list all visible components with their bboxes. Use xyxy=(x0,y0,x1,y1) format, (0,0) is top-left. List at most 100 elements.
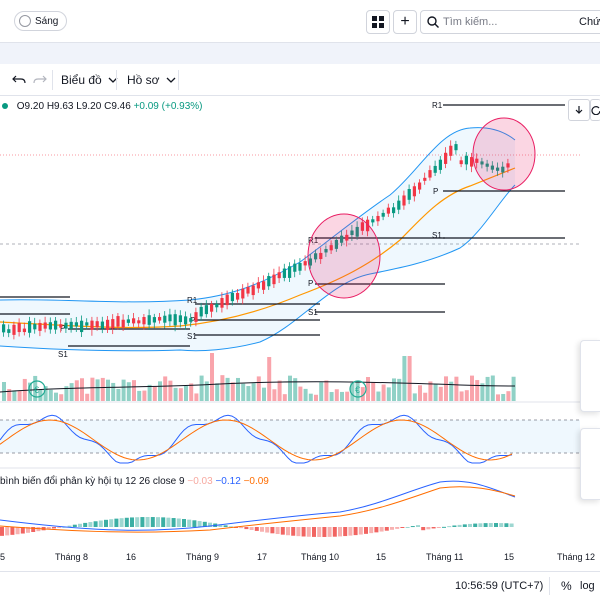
macd-signal-value: −0.09 xyxy=(243,476,269,487)
candle xyxy=(418,182,422,190)
theme-label: Sáng xyxy=(35,15,59,27)
macd-title: bình biến đổi phân kỳ hội tụ 12 26 close… xyxy=(0,476,185,487)
pivot-label-p: P xyxy=(60,324,65,333)
candle xyxy=(126,319,130,323)
candle xyxy=(251,285,255,296)
candle xyxy=(262,281,266,290)
volume-bar xyxy=(54,392,58,401)
candle xyxy=(225,294,229,306)
volume-bar xyxy=(210,353,214,401)
header-right-text[interactable]: Chứ xyxy=(579,16,600,28)
macd-hist-bar xyxy=(130,517,134,527)
chart-area[interactable]: P S1 R1 P S1 R1 P S1 R1 P S1 € € xyxy=(0,96,600,570)
pivot-label-s1: S1 xyxy=(58,350,68,359)
time-axis: 5 Tháng 8 16 Tháng 9 17 Tháng 10 15 Tháng 11 15 T… xyxy=(0,552,595,562)
candle xyxy=(85,322,89,326)
clock[interactable]: 10:56:59 (UTC+7) xyxy=(455,580,544,592)
macd-hist-bar xyxy=(296,527,301,537)
candle xyxy=(345,234,349,241)
macd-hist-bar xyxy=(254,527,259,531)
add-button[interactable]: + xyxy=(393,10,417,34)
profile-menu-label: Hồ sơ xyxy=(127,73,160,87)
chart-menu[interactable]: Biểu đồ xyxy=(61,71,118,89)
candle xyxy=(64,322,68,329)
percent-toggle[interactable]: % xyxy=(561,579,572,593)
scroll-down-button[interactable] xyxy=(568,99,590,121)
candlesticks xyxy=(2,140,510,340)
candle xyxy=(490,165,494,170)
candle xyxy=(33,323,37,330)
macd-hist-bar xyxy=(10,527,15,535)
candle xyxy=(90,320,94,330)
candle xyxy=(241,288,245,299)
volume-bar xyxy=(199,375,204,401)
volume-bar xyxy=(106,379,110,401)
macd-hist-bar xyxy=(447,526,452,528)
redo-button[interactable] xyxy=(33,71,47,89)
volume-bar xyxy=(142,390,147,401)
price-chart[interactable]: P S1 R1 P S1 R1 P S1 R1 P S1 € € xyxy=(0,96,600,570)
macd-hist-bar xyxy=(249,527,254,531)
volume-bar xyxy=(132,380,136,401)
profile-menu[interactable]: Hồ sơ xyxy=(127,71,176,89)
candle xyxy=(142,317,146,325)
macd-hist-bar xyxy=(228,526,233,528)
plus-icon: + xyxy=(400,13,410,30)
grid-layout-button[interactable] xyxy=(366,10,390,34)
volume-bar xyxy=(64,386,69,401)
macd-hist-bar xyxy=(88,522,93,527)
time-axis-label: 15 xyxy=(376,552,386,562)
macd-hist-bar xyxy=(452,525,457,527)
pivot-label-r1: R1 xyxy=(187,296,198,305)
candle xyxy=(168,314,172,322)
macd-hist-bar xyxy=(52,527,56,529)
macd-hist-bar xyxy=(234,527,238,528)
candle xyxy=(407,189,411,200)
volume-bar xyxy=(59,394,64,401)
macd-hist-bar xyxy=(218,524,223,527)
theme-toggle[interactable]: Sáng xyxy=(14,11,68,31)
status-bar: 10:56:59 (UTC+7) % log xyxy=(0,571,600,601)
volume-bar xyxy=(329,392,334,401)
macd-hist-bar xyxy=(187,519,192,527)
macd-hist-bar xyxy=(322,527,327,537)
search-input[interactable]: Tìm kiếm... Chứ xyxy=(420,10,600,34)
candle xyxy=(350,230,354,236)
macd-hist-bar xyxy=(150,517,155,527)
toolbar-divider xyxy=(52,70,53,90)
volume-bar xyxy=(464,390,469,401)
volume-bar xyxy=(496,394,500,401)
log-toggle[interactable]: log xyxy=(580,580,595,592)
candle xyxy=(220,298,224,308)
macd-hist-bar xyxy=(395,527,400,529)
refresh-button[interactable] xyxy=(590,99,600,121)
macd-hist-bar xyxy=(192,520,197,527)
macd-hist-bar xyxy=(239,527,244,529)
volume-bar xyxy=(152,386,157,401)
time-axis-label: Tháng 10 xyxy=(301,552,339,562)
macd-hist-bar xyxy=(202,521,207,527)
volume-bar xyxy=(371,382,376,401)
volume-bar xyxy=(194,393,199,401)
candle xyxy=(74,322,78,327)
candle xyxy=(121,319,125,328)
candle xyxy=(178,315,182,323)
volume-bar xyxy=(418,385,422,401)
candle xyxy=(7,329,11,333)
candle xyxy=(485,163,489,167)
macd-hist-bar xyxy=(327,527,332,537)
legend-change: +0.09 (+0.93%) xyxy=(133,101,203,112)
macd-hist-bar xyxy=(46,527,51,530)
volume-bar xyxy=(137,390,142,401)
floating-panel[interactable] xyxy=(580,428,600,500)
candle xyxy=(355,226,359,237)
pivot-label-r1: R1 xyxy=(308,236,319,245)
macd-hist-bar xyxy=(280,527,285,535)
volume-bar xyxy=(350,383,355,401)
candle xyxy=(59,324,63,328)
undo-button[interactable] xyxy=(12,71,26,89)
floating-panel[interactable] xyxy=(580,340,600,412)
volume-bar xyxy=(501,393,506,401)
macd-hist-bar xyxy=(5,527,10,536)
volume-bar xyxy=(184,385,188,401)
